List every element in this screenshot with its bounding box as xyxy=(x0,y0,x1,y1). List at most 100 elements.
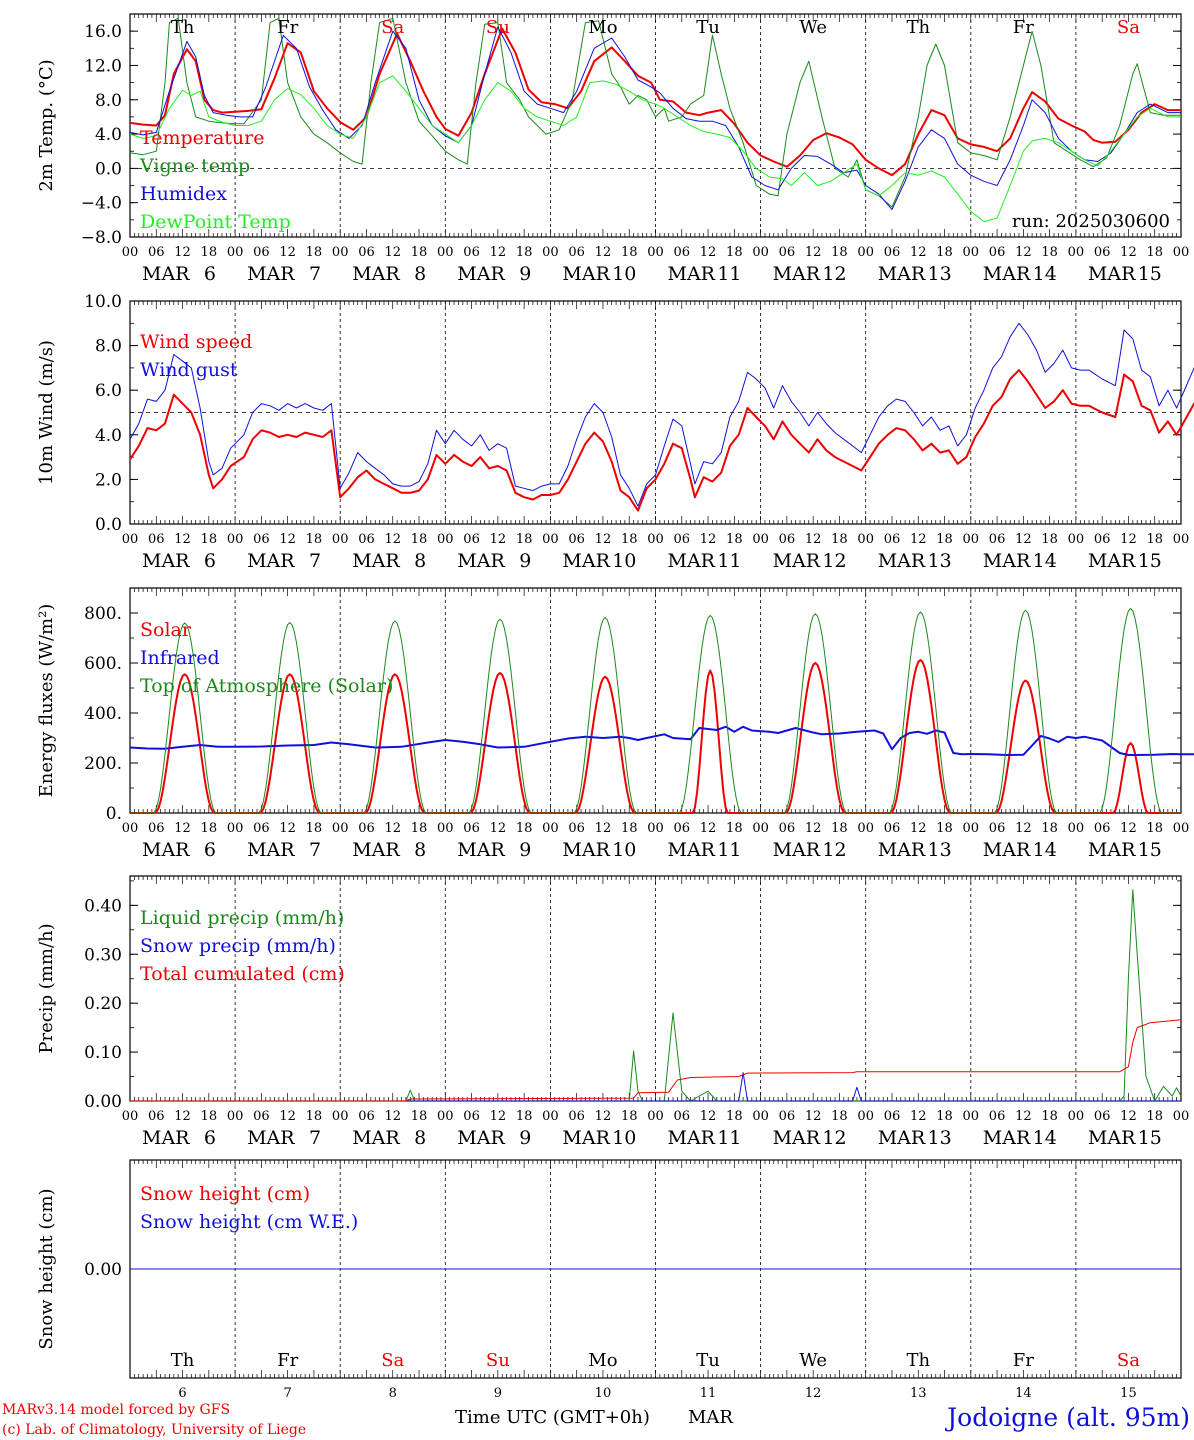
hour-tick-label: 06 xyxy=(148,532,165,547)
hour-tick-label: 12 xyxy=(384,1109,401,1124)
hour-tick-label: 18 xyxy=(1041,1109,1058,1124)
hour-tick-label: 00 xyxy=(647,245,664,260)
hour-tick-label: 00 xyxy=(332,245,349,260)
hour-tick-label: 18 xyxy=(201,1109,218,1124)
hour-tick-label: 06 xyxy=(358,821,375,836)
hour-tick-label: 12 xyxy=(1015,1109,1032,1124)
hour-tick-label: 18 xyxy=(831,1109,848,1124)
hour-tick-label: 12 xyxy=(910,1109,927,1124)
day-number-label: 14 xyxy=(1033,839,1057,861)
day-month-label: MAR xyxy=(1088,839,1136,861)
day-month-label: MAR xyxy=(878,839,926,861)
weekday-label: We xyxy=(799,1350,827,1371)
run-annotation: run: 2025030600 xyxy=(1012,211,1170,232)
y-tick-label: −4.0 xyxy=(81,194,122,214)
hour-tick-label: 00 xyxy=(122,245,139,260)
hour-tick-label: 00 xyxy=(437,245,454,260)
day-number-label: 14 xyxy=(1033,263,1057,285)
y-axis-label: 10m Wind (m/s) xyxy=(36,340,57,485)
legend-entry: Snow precip (mm/h) xyxy=(140,935,336,957)
hour-tick-label: 18 xyxy=(621,245,638,260)
hour-tick-label: 00 xyxy=(1068,245,1085,260)
series-line-top-of-atmosphere-solar- xyxy=(130,608,1181,814)
hour-tick-label: 18 xyxy=(936,821,953,836)
day-number-label: 10 xyxy=(612,839,636,861)
hour-tick-label: 06 xyxy=(779,532,796,547)
y-tick-label: 0.10 xyxy=(84,1043,122,1063)
hour-tick-label: 00 xyxy=(1173,245,1190,260)
day-number-label: 8 xyxy=(414,1127,426,1149)
hour-tick-label: 12 xyxy=(1120,245,1137,260)
hour-tick-label: 18 xyxy=(936,532,953,547)
hour-tick-label: 12 xyxy=(910,821,927,836)
hour-tick-label: 12 xyxy=(1120,532,1137,547)
hour-tick-label: 06 xyxy=(148,821,165,836)
day-number-label: 13 xyxy=(928,263,952,285)
day-number-label: 12 xyxy=(822,550,846,572)
weekday-label: Sa xyxy=(381,17,404,38)
legend-entry: Wind speed xyxy=(140,331,252,353)
hour-tick-label: 06 xyxy=(674,245,691,260)
hour-tick-label: 18 xyxy=(831,245,848,260)
day-number-label: 15 xyxy=(1138,1127,1162,1149)
hour-tick-label: 00 xyxy=(332,821,349,836)
hour-tick-label: 06 xyxy=(253,245,270,260)
hour-tick-label: 00 xyxy=(752,1109,769,1124)
hour-tick-label: 18 xyxy=(306,532,323,547)
hour-tick-label: 06 xyxy=(358,245,375,260)
hour-tick-label: 06 xyxy=(463,245,480,260)
hour-tick-label: 12 xyxy=(384,245,401,260)
hour-tick-label: 06 xyxy=(674,532,691,547)
weekday-label: Sa xyxy=(1117,17,1140,38)
plot-frame xyxy=(129,587,1182,814)
y-tick-label: 0.30 xyxy=(84,945,122,965)
day-number-label: 15 xyxy=(1138,263,1162,285)
hour-tick-label: 18 xyxy=(936,1109,953,1124)
hour-tick-label: 18 xyxy=(726,245,743,260)
panels: −8.0 −4.0 0.0 4.0 8.0 12.0 16.0 2m Temp. (°C) Te… xyxy=(36,13,1194,1401)
credit-line-1: MARv3.14 model forced by GFS xyxy=(2,1402,230,1418)
legend-entry: DewPoint Temp xyxy=(140,211,291,233)
day-month-label: MAR xyxy=(773,839,821,861)
hour-tick-label: 18 xyxy=(1146,1109,1163,1124)
day-month-label: MAR xyxy=(773,550,821,572)
station-name: Jodoigne (alt. 95m) xyxy=(944,1403,1190,1432)
hour-tick-label: 00 xyxy=(122,821,139,836)
y-tick-label: 0.00 xyxy=(84,1260,122,1280)
legend-entry: Top of Atmosphere (Solar) xyxy=(140,675,393,697)
hour-tick-label: 12 xyxy=(595,821,612,836)
hour-tick-label: 06 xyxy=(1094,245,1111,260)
hour-tick-label: 06 xyxy=(253,821,270,836)
day-number-label: 12 xyxy=(805,1386,822,1401)
y-tick-label: 200. xyxy=(84,754,122,774)
legend-entry: Temperature xyxy=(140,127,264,149)
hour-tick-label: 00 xyxy=(332,532,349,547)
hour-tick-label: 00 xyxy=(1173,1109,1190,1124)
weekday-label: Fr xyxy=(1013,17,1034,38)
hour-tick-label: 00 xyxy=(227,245,244,260)
hour-tick-label: 18 xyxy=(306,1109,323,1124)
hour-tick-label: 12 xyxy=(1015,532,1032,547)
hour-tick-label: 18 xyxy=(516,1109,533,1124)
series-line-snow-precip-mm-h- xyxy=(130,1072,1181,1102)
day-month-label: MAR xyxy=(668,839,716,861)
day-number-label: 8 xyxy=(389,1386,397,1401)
day-number-label: 10 xyxy=(595,1386,612,1401)
y-tick-label: 0.0 xyxy=(95,515,122,535)
hour-tick-label: 06 xyxy=(463,821,480,836)
day-month-label: MAR xyxy=(352,1127,400,1149)
hour-tick-label: 12 xyxy=(700,821,717,836)
hour-tick-label: 18 xyxy=(726,1109,743,1124)
hour-tick-label: 18 xyxy=(1146,532,1163,547)
weekday-label: Tu xyxy=(696,17,720,38)
day-month-label: MAR xyxy=(142,1127,190,1149)
y-tick-label: 0.40 xyxy=(84,896,122,916)
day-number-label: 6 xyxy=(204,839,216,861)
weekday-label: Sa xyxy=(1117,1350,1140,1371)
weekday-label: Th xyxy=(171,1350,195,1371)
hour-tick-label: 18 xyxy=(201,245,218,260)
weekday-label: Th xyxy=(171,17,195,38)
hour-tick-label: 06 xyxy=(674,1109,691,1124)
hour-tick-label: 00 xyxy=(332,1109,349,1124)
day-number-label: 13 xyxy=(928,1127,952,1149)
